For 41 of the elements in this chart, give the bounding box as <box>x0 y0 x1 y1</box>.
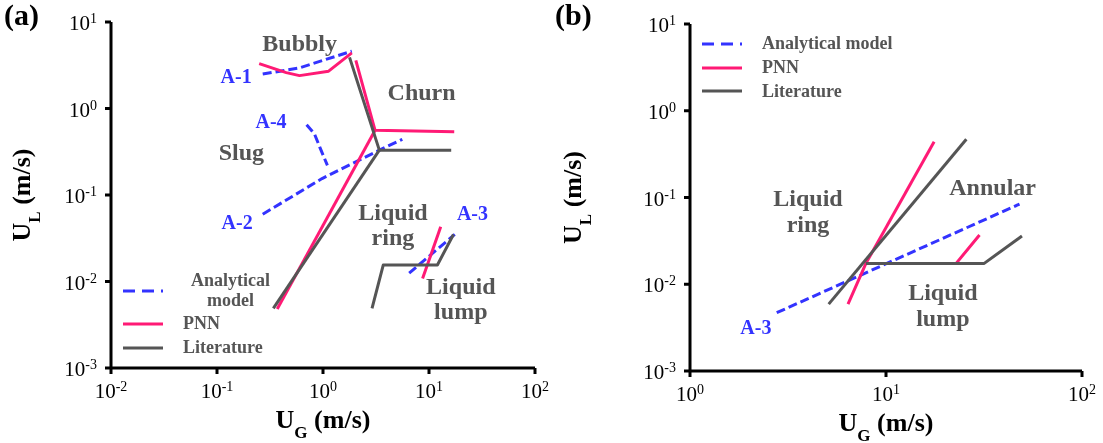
legend-label: Literature <box>183 337 263 358</box>
x-tick-label: 10$^{-1}$ <box>200 378 234 403</box>
annotation: Slug <box>218 139 265 166</box>
annotation: A-4 <box>255 109 287 132</box>
annotation: Liquid lump <box>908 279 978 331</box>
annotation: A-1 <box>220 64 252 87</box>
legend-label: Analytical model <box>191 269 270 310</box>
annotation: Liquid ring <box>358 199 428 251</box>
y-tick-label: 10$^{-3}$ <box>643 359 676 384</box>
annotation: A-3 <box>456 201 489 224</box>
x-tick-label: 10$^{1}$ <box>872 381 900 406</box>
annotation: A-2 <box>221 210 253 233</box>
x-tick-label: 10$^{-2}$ <box>94 378 128 403</box>
annotation: A-3 <box>740 315 772 338</box>
x-tick-label: 10$^{2}$ <box>521 378 549 403</box>
annotation: Churn <box>387 79 456 106</box>
x-tick-label: 10$^{2}$ <box>1068 381 1096 406</box>
y-tick-label: 10$^{1}$ <box>648 12 676 37</box>
x-tick-label: 10$^{1}$ <box>415 378 443 403</box>
chart-title: (a) <box>4 0 39 31</box>
x-axis-title: U$_{G}$ (m/s) <box>838 408 934 443</box>
legend-label: PNN <box>762 56 799 77</box>
x-axis-title: U$_{G}$ (m/s) <box>275 405 371 442</box>
annotation: Annular <box>949 174 1036 201</box>
y-tick-label: 10$^{-2}$ <box>643 272 676 298</box>
x-tick-label: 10$^{0}$ <box>309 378 337 403</box>
x-tick-label: 10$^{0}$ <box>676 381 704 406</box>
legend-label: Literature <box>762 80 842 101</box>
y-tick-label: 10$^{1}$ <box>69 10 97 35</box>
legend-label: PNN <box>183 313 220 334</box>
annotation: Liquid lump <box>426 272 496 324</box>
y-tick-label: 10$^{-2}$ <box>64 270 97 295</box>
y-tick-label: 10$^{-1}$ <box>64 183 97 208</box>
annotation: Bubbly <box>262 30 338 57</box>
annotation: Liquid ring <box>773 185 843 237</box>
chart-title: (b) <box>555 0 592 31</box>
y-tick-label: 10$^{-3}$ <box>64 356 97 381</box>
legend-label: Analytical model <box>762 33 893 53</box>
y-tick-label: 10$^{-1}$ <box>643 186 676 211</box>
y-tick-label: 10$^{0}$ <box>648 99 676 124</box>
y-tick-label: 10$^{0}$ <box>69 97 97 122</box>
